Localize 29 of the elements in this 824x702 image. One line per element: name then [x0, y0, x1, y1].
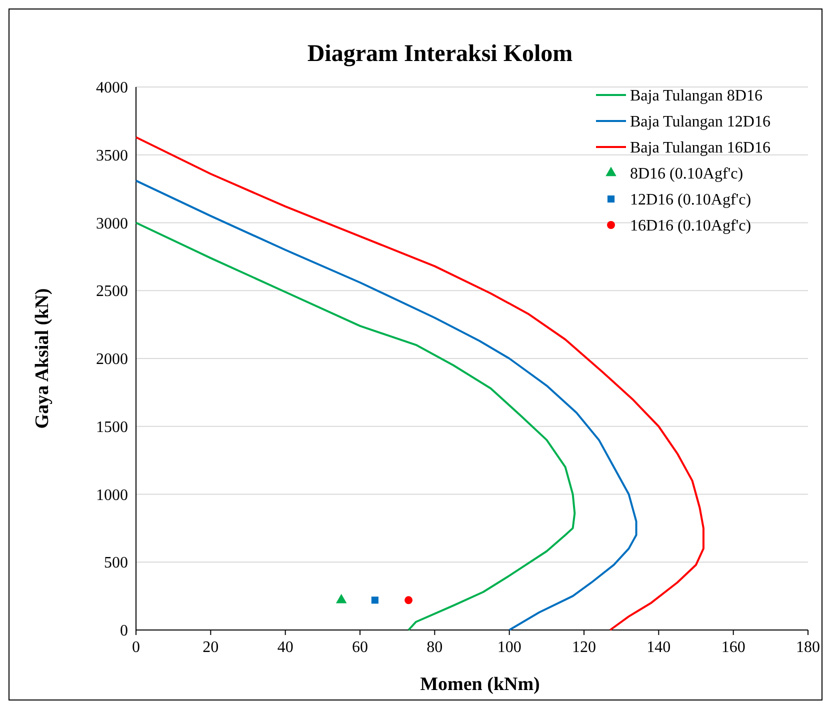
y-tick-label: 3000: [96, 215, 128, 232]
x-tick-label: 160: [721, 639, 746, 656]
x-tick-label: 140: [646, 639, 671, 656]
line-series: [135, 222, 576, 631]
y-tick-label: 2000: [96, 351, 128, 368]
x-tick-label: 120: [572, 639, 596, 656]
x-tick-label: 100: [497, 639, 522, 656]
legend-label: Baja Tulangan 12D16: [630, 114, 770, 131]
y-tick-label: 500: [104, 554, 128, 572]
legend-label: 16D16 (0.10Agf'c): [630, 218, 752, 235]
legend-label: 8D16 (0.10Agf'c): [630, 166, 744, 183]
chart-title: Diagram Interaksi Kolom: [307, 41, 573, 67]
x-axis-title: Momen (kNm): [420, 674, 540, 695]
x-tick-label: 40: [277, 639, 294, 656]
y-axis-title: Gaya Aksial (kN): [32, 288, 53, 429]
legend-label: 12D16 (0.10Agf'c): [630, 192, 752, 209]
legend-label: Baja Tulangan 16D16: [630, 140, 770, 157]
y-tick-label: 2500: [96, 283, 128, 300]
y-tick-label: 4000: [96, 80, 128, 97]
x-tick-label: 80: [426, 639, 443, 656]
y-tick-label: 1000: [96, 486, 128, 504]
y-tick-label: 1500: [96, 418, 128, 436]
x-tick-label: 60: [352, 639, 368, 656]
legend-label: Baja Tulangan 8D16: [630, 88, 762, 105]
x-tick-label: 180: [796, 639, 820, 656]
x-tick-label: 0: [132, 639, 140, 656]
y-tick-label: 0: [120, 622, 128, 640]
x-tick-label: 20: [202, 639, 219, 656]
y-tick-label: 3500: [96, 147, 128, 164]
